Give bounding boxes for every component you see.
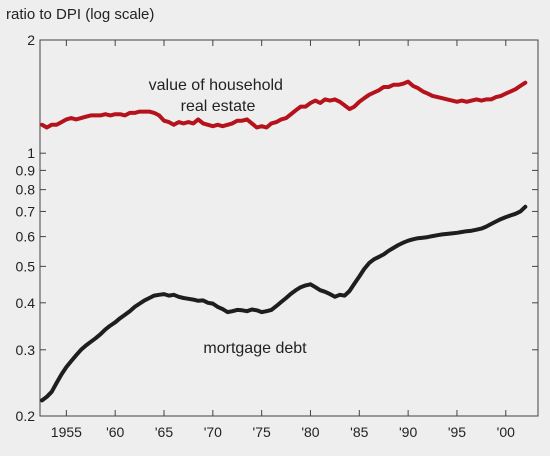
y-tick-label: 0.7 (16, 203, 36, 219)
y-tick-label: 0.4 (16, 295, 36, 311)
annotation-mortgage-debt: mortgage debt (203, 340, 307, 357)
y-tick-label: 0.3 (16, 342, 36, 358)
plot-frame (39, 39, 539, 417)
x-tick-labels: 1955 '60 '65 '70 '75 '80 '85 '90 '95 '00 (51, 424, 515, 440)
x-tick-label: 1955 (51, 424, 82, 440)
y-axis-title: ratio to DPI (log scale) (6, 6, 154, 23)
x-tick-label: '95 (448, 424, 466, 440)
y-tick-label: 0.6 (16, 229, 36, 245)
x-tick-label: '80 (301, 424, 319, 440)
x-tick-label: '85 (350, 424, 368, 440)
annotation-household-real-estate: value of household real estate (149, 77, 288, 115)
y-tick-label: 1 (27, 145, 35, 161)
tick-marks (40, 39, 538, 417)
y-tick-labels: 2 10.9 0.8 0.7 0.6 0.5 0.4 0.3 0.2 (16, 32, 36, 424)
series-lines (40, 79, 528, 403)
series-line-mortgage_debt (40, 204, 528, 403)
y-tick-label: 0.9 (16, 162, 36, 178)
series-line-household_real_estate (40, 79, 528, 130)
x-tick-label: '00 (497, 424, 515, 440)
y-tick-label: 0.2 (16, 408, 36, 424)
annotation-household-real-estate-line-1: value of household (149, 77, 283, 94)
annotation-household-real-estate-line-2: real estate (181, 98, 256, 115)
y-tick-label: 2 (27, 32, 35, 48)
y-tick-label: 0.8 (16, 182, 36, 198)
y-tick-label: 0.5 (16, 258, 36, 274)
x-tick-label: '75 (253, 424, 271, 440)
x-tick-label: '65 (155, 424, 173, 440)
x-tick-label: '90 (399, 424, 417, 440)
x-tick-label: '70 (204, 424, 222, 440)
x-tick-label: '60 (106, 424, 124, 440)
